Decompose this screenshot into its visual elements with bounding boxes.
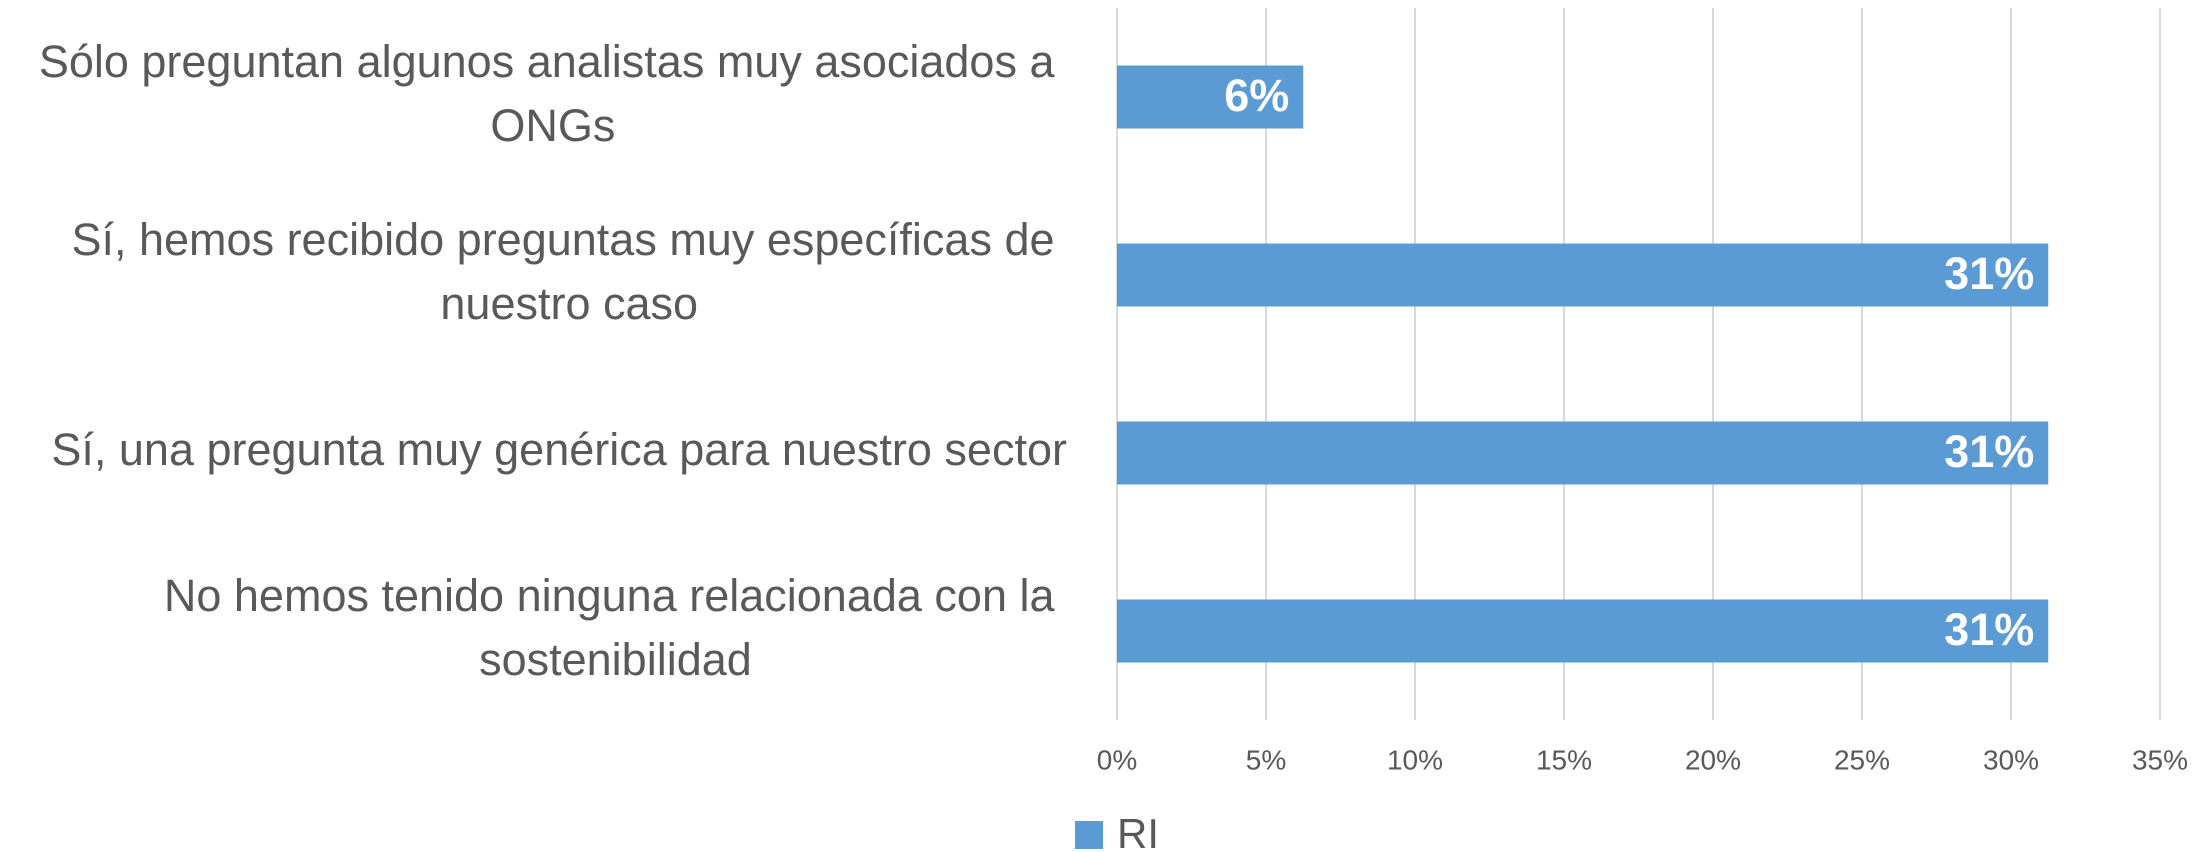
y-tick-label: Sí, hemos recibido preguntas muy específ…: [71, 214, 1067, 329]
legend-label: RI: [1117, 810, 1159, 852]
y-tick-label: Sí, una pregunta muy genérica para nuest…: [51, 424, 1067, 475]
bar: [1117, 599, 2049, 663]
data-label: 6%: [1224, 70, 1289, 121]
bar: [1117, 243, 2049, 307]
x-tick-label: 0%: [1097, 744, 1137, 775]
x-tick-label: 25%: [1834, 744, 1890, 775]
x-tick-label: 15%: [1536, 744, 1592, 775]
data-label: 31%: [1944, 604, 2034, 655]
x-tick-label: 5%: [1246, 744, 1286, 775]
x-tick-label: 30%: [1983, 744, 2039, 775]
bar: [1117, 65, 1304, 129]
x-tick-label: 35%: [2132, 744, 2188, 775]
legend-swatch: [1075, 821, 1103, 849]
x-tick-label: 20%: [1685, 744, 1741, 775]
data-label: 31%: [1944, 426, 2034, 477]
bar: [1117, 421, 2049, 485]
data-label: 31%: [1944, 248, 2034, 299]
y-tick-label: No hemos tenido ninguna relacionada con …: [164, 570, 1067, 685]
x-tick-label: 10%: [1387, 744, 1443, 775]
y-tick-label: Sólo preguntan algunos analistas muy aso…: [39, 36, 1067, 151]
